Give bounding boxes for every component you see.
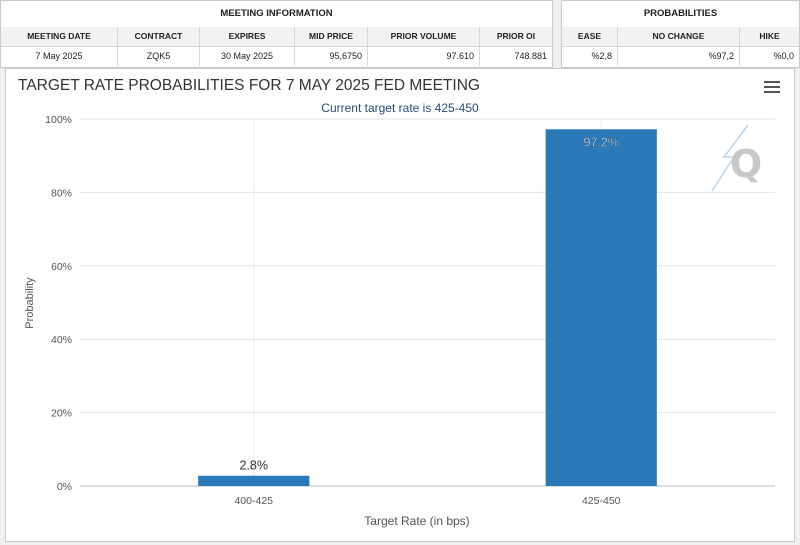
y-axis-title: Probability [24,277,36,329]
value-expires: 30 May 2025 [200,47,295,66]
y-tick-label: 20% [51,408,72,420]
value-ease: %2,8 [562,47,618,66]
value-prior-oi: 748.881 [514,51,547,61]
chart-menu-icon[interactable] [764,81,780,95]
logo-q-letter: Q [730,142,762,186]
probabilities-value-row: %2,8 %97,2 %0,0 [562,47,799,66]
meeting-info-value-row: 7 May 2025 ZQK5 30 May 2025 95,6750 97.6… [1,47,552,66]
probability-chart: TARGET RATE PROBABILITIES FOR 7 MAY 2025… [18,77,775,528]
header-expires: EXPIRES [200,27,295,46]
menu-bar [764,91,780,93]
y-tick-label: 0% [57,481,72,493]
axes: 0% 20% 40% 60% 80% 100% 400-425 425-450 [45,114,775,507]
y-tick-label: 40% [51,334,72,346]
menu-bar [764,81,780,83]
header-prior-volume: PRIOR VOLUME [368,27,480,46]
x-tick-label: 400-425 [234,495,273,507]
logo-lightning-icon [711,124,749,192]
value-prior-volume: 97.610 [368,47,480,66]
chart-panel: TARGET RATE PROBABILITIES FOR 7 MAY 2025… [5,68,795,542]
x-tick-label: 425-450 [582,495,621,507]
value-mid-price: 95,6750 [295,47,368,66]
meeting-info-table: MEETING INFORMATION MEETING DATE CONTRAC… [0,0,553,68]
bars: 2.8% 97.2% [198,129,657,486]
meeting-info-title: MEETING INFORMATION [1,1,552,28]
value-no-change: %97,2 [618,47,740,66]
bar [198,475,310,486]
probabilities-title: PROBABILITIES [562,1,799,28]
header-no-change: NO CHANGE [618,27,740,46]
header-contract: CONTRACT [118,27,200,46]
cme-q-logo: Q [711,124,762,192]
gridlines [80,118,775,486]
header-prior-oi: PRIOR OI [496,31,536,41]
chart-title: TARGET RATE PROBABILITIES FOR 7 MAY 2025… [18,77,480,94]
chart-subtitle: Current target rate is 425-450 [321,101,479,115]
bar-data-label: 97.2% [584,135,619,149]
header-ease: EASE [562,27,618,46]
probabilities-header-row: EASE NO CHANGE HIKE [562,27,799,47]
bar-data-label: 2.8% [240,459,269,473]
meeting-info-header-row: MEETING DATE CONTRACT EXPIRES MID PRICE … [1,27,552,47]
value-hike: %0,0 [773,51,794,61]
header-meeting-date: MEETING DATE [1,27,118,46]
value-meeting-date: 7 May 2025 [1,47,118,66]
value-contract: ZQK5 [118,47,200,66]
menu-bar [764,86,780,88]
header-hike: HIKE [759,31,780,41]
y-tick-label: 100% [45,114,72,126]
probabilities-table: PROBABILITIES EASE NO CHANGE HIKE %2,8 %… [561,0,800,68]
header-mid-price: MID PRICE [295,27,368,46]
x-axis-title: Target Rate (in bps) [364,514,469,528]
y-tick-label: 80% [51,187,72,199]
y-tick-label: 60% [51,261,72,273]
bar [545,129,657,486]
